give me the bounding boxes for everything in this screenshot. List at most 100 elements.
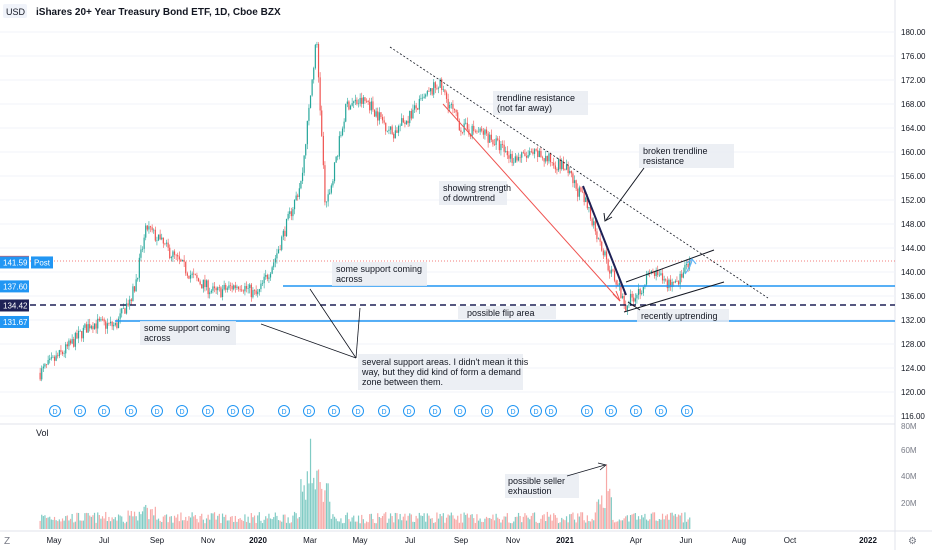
volume-bar <box>514 516 516 529</box>
volume-bar <box>173 515 176 529</box>
candle-body <box>196 275 198 279</box>
candle-body <box>617 284 619 286</box>
candle-body <box>92 326 94 330</box>
dividend-icon[interactable] <box>49 405 61 417</box>
volume-bar <box>252 517 254 529</box>
candle-body <box>570 170 572 174</box>
candle-body <box>325 201 328 203</box>
dividend-icon[interactable] <box>278 405 290 417</box>
broken-trendline[interactable] <box>582 185 627 296</box>
volume-bar <box>450 512 452 529</box>
volume-bar <box>101 516 104 529</box>
dividend-icon[interactable] <box>630 405 642 417</box>
candle-body <box>337 156 339 157</box>
dividend-icon[interactable] <box>454 405 466 417</box>
candle-body <box>383 120 385 123</box>
candle-body <box>402 118 404 123</box>
candle-body <box>329 192 331 195</box>
candle-body <box>330 185 332 193</box>
volume-bar <box>98 515 100 529</box>
dividend-icon[interactable] <box>655 405 667 417</box>
volume-bar <box>116 520 118 529</box>
dividend-icon[interactable] <box>352 405 364 417</box>
volume-bar <box>258 512 260 529</box>
volume-bar <box>647 520 649 529</box>
channel-lower-line[interactable] <box>623 281 725 313</box>
volume-bar <box>305 499 307 529</box>
volume-bar <box>551 520 553 529</box>
candle-body <box>124 308 126 314</box>
volume-bar <box>660 519 662 529</box>
volume-bar <box>637 516 640 529</box>
dividend-icon[interactable] <box>303 405 315 417</box>
volume-bar <box>553 513 555 529</box>
currency-badge[interactable] <box>3 4 27 18</box>
volume-bar <box>253 515 256 529</box>
volume-bar <box>613 522 616 529</box>
downtrend-line[interactable] <box>442 103 621 302</box>
volume-bar <box>143 506 145 529</box>
dividend-icon[interactable] <box>202 405 214 417</box>
dividend-icon[interactable] <box>481 405 493 417</box>
dividend-icon[interactable] <box>125 405 137 417</box>
volume-bar <box>578 516 580 529</box>
dividend-icon[interactable] <box>507 405 519 417</box>
volume-bar <box>213 512 216 529</box>
time-tick-label: Jul <box>99 536 109 545</box>
volume-bar <box>564 520 566 529</box>
volume-bar <box>234 515 236 529</box>
candle-body <box>66 344 68 347</box>
volume-bar <box>567 522 569 529</box>
dividend-icon[interactable] <box>227 405 239 417</box>
dividend-icon[interactable] <box>98 405 110 417</box>
dividend-icon[interactable] <box>429 405 441 417</box>
dotted-trendline-resistance[interactable] <box>389 46 769 299</box>
candle-body <box>581 191 584 193</box>
candle-body <box>345 104 347 122</box>
volume-bar <box>399 513 401 529</box>
price-tick-label: 156.00 <box>901 172 926 181</box>
volume-bar <box>60 521 62 529</box>
dividend-icon[interactable] <box>74 405 86 417</box>
candle-body <box>601 241 603 251</box>
zoom-icon[interactable]: Z <box>4 536 10 547</box>
volume-bar <box>650 513 652 529</box>
volume-bar <box>185 516 187 529</box>
scale-settings-icon[interactable]: ⚙ <box>908 536 917 547</box>
volume-bar <box>319 482 321 529</box>
candle-body <box>133 286 136 292</box>
dividend-icon[interactable] <box>681 405 693 417</box>
price-axis[interactable]: 180.00 176.00 172.00 168.00 164.00 160.00 156.… <box>901 28 926 421</box>
volume-bar <box>519 516 521 529</box>
dividend-icon[interactable] <box>545 405 557 417</box>
dividend-icon[interactable] <box>151 405 163 417</box>
dividend-icon[interactable] <box>378 405 390 417</box>
candle-body <box>281 236 283 250</box>
candle-body <box>322 135 324 166</box>
dividend-icon[interactable] <box>403 405 415 417</box>
volume-bar <box>215 519 217 529</box>
volume-bar <box>602 507 604 529</box>
dividend-icon[interactable] <box>176 405 188 417</box>
volume-bar <box>156 519 158 529</box>
candle-body <box>665 279 667 281</box>
dividend-icon[interactable] <box>605 405 617 417</box>
post-market-tag <box>31 256 53 269</box>
candle-body <box>682 272 684 278</box>
dividend-icon[interactable] <box>530 405 542 417</box>
channel-upper-line[interactable] <box>625 249 715 283</box>
volume-bar <box>55 520 57 529</box>
dividend-icon[interactable] <box>242 405 254 417</box>
volume-bar <box>125 521 128 529</box>
volume-bar <box>145 504 147 529</box>
candle-body <box>545 155 547 162</box>
time-axis[interactable]: May Jul Sep Nov 2020 Mar May Jul Sep Nov 2021 Apr Ju… <box>46 536 877 545</box>
volume-bar <box>623 518 625 529</box>
candle-body <box>130 299 132 301</box>
volume-bar <box>533 512 536 529</box>
dividend-icon[interactable] <box>581 405 593 417</box>
dividend-icon[interactable] <box>328 405 340 417</box>
volume-bar <box>250 513 252 529</box>
volume-bar <box>268 513 270 529</box>
